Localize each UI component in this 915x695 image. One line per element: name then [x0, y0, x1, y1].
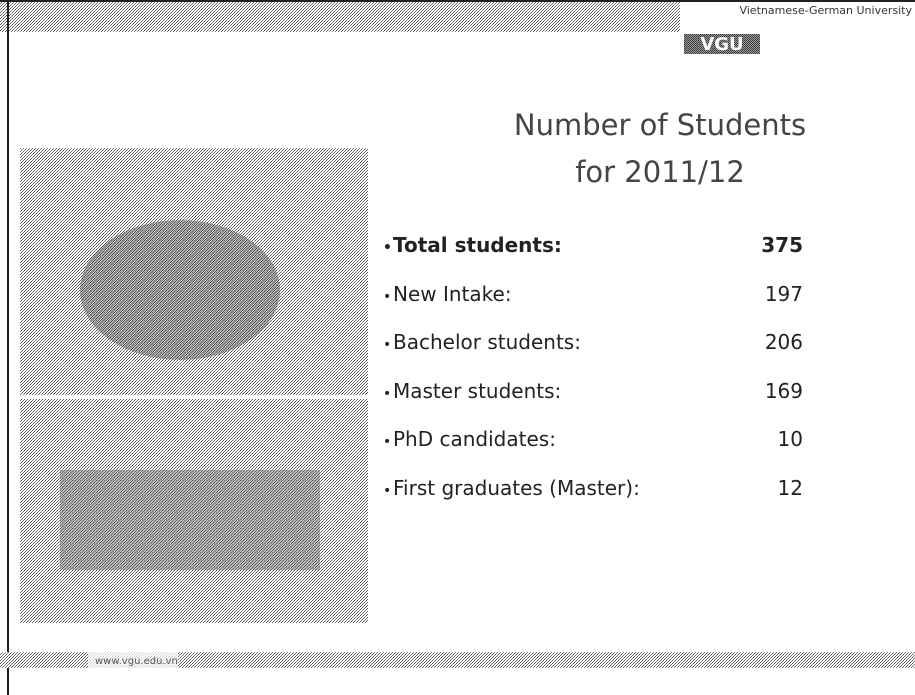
- list-row: •Master students: 169: [383, 379, 803, 409]
- item-value: 206: [765, 330, 803, 354]
- bullet: •: [383, 427, 391, 457]
- bullet: •: [383, 282, 391, 312]
- bullet: •: [383, 379, 391, 409]
- item-label: Total students:: [393, 233, 562, 257]
- item-value: 375: [761, 233, 803, 257]
- bullet: •: [383, 330, 391, 360]
- photo-bottom-shape: [60, 470, 320, 570]
- logo: VGU: [700, 34, 743, 55]
- footer-url: www.vgu.edu.vn: [95, 656, 178, 667]
- item-label: Master students:: [393, 379, 561, 403]
- list-row: •First graduates (Master): 12: [383, 476, 803, 506]
- item-label: Bachelor students:: [393, 330, 581, 354]
- title-line2: for 2011/12: [470, 155, 850, 189]
- item-label: PhD candidates:: [393, 427, 556, 451]
- item-value: 10: [778, 427, 803, 451]
- list-row: •New Intake: 197: [383, 282, 803, 312]
- bullet: •: [383, 233, 392, 263]
- item-value: 197: [765, 282, 803, 306]
- list-row: •PhD candidates: 10: [383, 427, 803, 457]
- organization: Vietnamese-German University: [739, 4, 912, 17]
- item-value: 12: [778, 476, 803, 500]
- bullet: •: [383, 476, 391, 506]
- photo-top-shape: [80, 220, 280, 360]
- slide: Vietnamese-German University VGU www.vgu…: [0, 0, 915, 695]
- title-line1: Number of Students: [470, 108, 850, 142]
- item-value: 169: [765, 379, 803, 403]
- item-label: First graduates (Master):: [393, 476, 640, 500]
- list-row: •Bachelor students: 206: [383, 330, 803, 360]
- list-row: •Total students: 375: [383, 233, 803, 263]
- item-label: New Intake:: [393, 282, 512, 306]
